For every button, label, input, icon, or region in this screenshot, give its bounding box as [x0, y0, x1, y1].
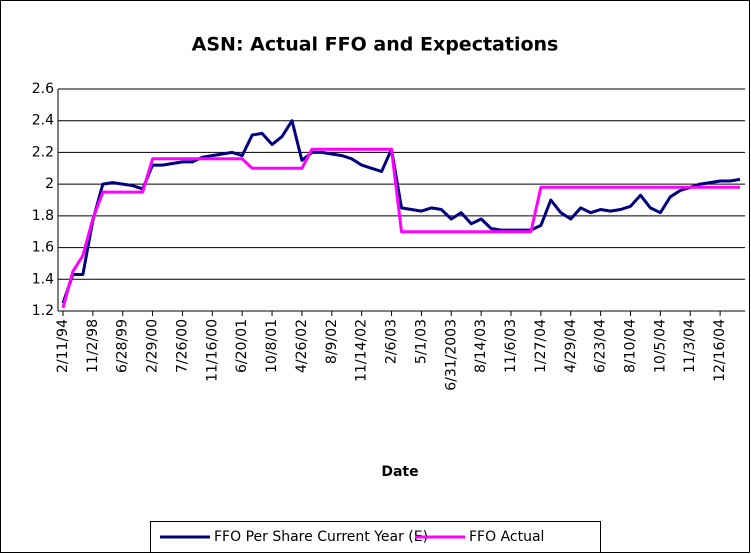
y-tick-label: 1.6 — [32, 240, 54, 256]
series-line — [61, 147, 740, 309]
x-tick-label: 7/26/00 — [174, 319, 190, 373]
legend-box — [150, 521, 601, 553]
x-tick-label: 4/29/04 — [563, 319, 579, 373]
x-tick-label: 4/26/02 — [294, 319, 310, 373]
x-tick-label: 2/6/03 — [384, 319, 400, 364]
x-tick-label: 6/28/99 — [115, 319, 131, 373]
x-tick-label: 1/27/04 — [533, 319, 549, 373]
legend-label: FFO Per Share Current Year (E) — [214, 529, 428, 545]
x-tick-label: 2/29/00 — [145, 319, 161, 373]
x-tick-label: 11/3/04 — [682, 319, 698, 373]
y-tick-label: 2 — [45, 176, 54, 192]
x-axis-label: Date — [381, 464, 418, 480]
x-tick-label: 2/11/94 — [55, 319, 71, 373]
x-tick-label: 8/9/02 — [324, 319, 340, 364]
x-tick-label: 6/23/04 — [593, 319, 609, 373]
y-tick-label: 2.2 — [32, 144, 54, 160]
y-tick-label: 2.4 — [32, 113, 54, 129]
x-tick-label: 11/16/00 — [204, 319, 220, 382]
x-tick-label: 8/14/03 — [473, 319, 489, 373]
x-tick-label: 10/8/01 — [264, 319, 280, 373]
x-tick-label: 12/16/04 — [712, 319, 728, 382]
y-tick-label: 1.2 — [32, 303, 54, 319]
series-line — [61, 119, 741, 304]
x-tick-label: 6/20/01 — [234, 319, 250, 373]
x-tick-label: 6/31/2003 — [443, 319, 459, 391]
x-tick-label: 10/5/04 — [652, 319, 668, 373]
y-tick-label: 1.8 — [32, 208, 54, 224]
legend-label: FFO Actual — [469, 529, 544, 545]
y-tick-label: 1.4 — [32, 271, 54, 287]
y-tick-label: 2.6 — [32, 81, 54, 97]
x-tick-label: 5/1/03 — [413, 319, 429, 364]
x-tick-label: 8/10/04 — [623, 319, 639, 373]
chart-title: ASN: Actual FFO and Expectations — [192, 34, 559, 56]
x-tick-label: 11/6/03 — [503, 319, 519, 373]
x-tick-label: 11/14/02 — [354, 319, 370, 382]
x-tick-label: 11/2/98 — [85, 319, 101, 373]
